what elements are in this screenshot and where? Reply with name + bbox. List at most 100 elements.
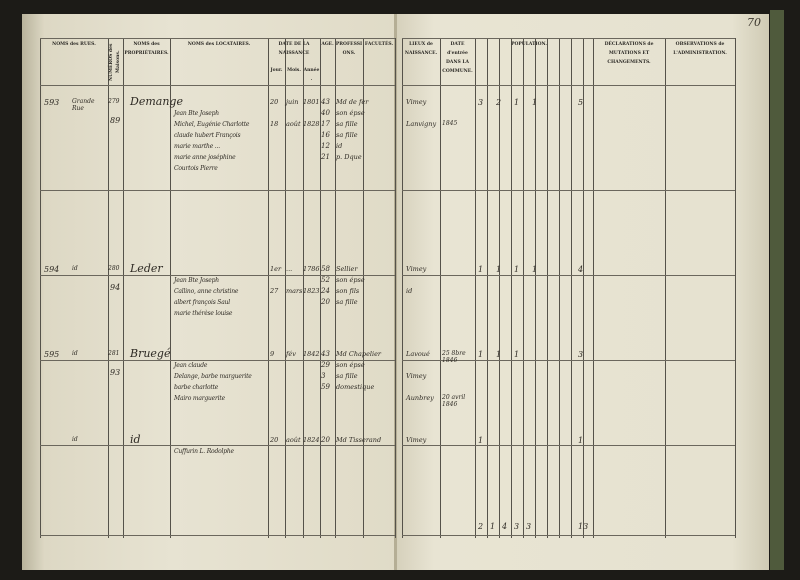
birthplace: Vimey [406, 372, 427, 380]
population-total: 1 [578, 436, 584, 445]
tenant-name: marie anne joséphine [174, 154, 236, 161]
birth-year: 1801 [303, 98, 320, 106]
house-number: 281 [108, 350, 120, 357]
column-header: FACULTÉS. [364, 42, 394, 47]
population-total: 3 [578, 350, 584, 359]
age: 43 [321, 98, 330, 106]
street-name: Grande Rue [72, 98, 95, 112]
profession: id [336, 142, 343, 150]
tenant-name: Cuffurin L. Rodolphe [174, 448, 234, 455]
column-header: Jour. [270, 68, 283, 73]
column-total: 2 [478, 522, 484, 531]
profession: son épse [336, 109, 365, 117]
column-rule [499, 38, 500, 538]
age: 43 [321, 350, 330, 358]
owner-name: Bruegé [130, 347, 171, 360]
column-total: 3 [514, 522, 520, 531]
birth-month: mars [286, 287, 303, 295]
column-total: 4 [502, 522, 508, 531]
column-header: Année. [303, 68, 320, 82]
column-rule [395, 38, 396, 538]
birthplace: Vimey [406, 436, 427, 444]
column-total: 3 [526, 522, 532, 531]
population-count: 1 [496, 350, 502, 359]
tenant-name: claude hubert François [174, 132, 241, 139]
population-count: 1 [478, 350, 484, 359]
tenant-name: Courtois Pierre [174, 165, 218, 172]
column-rule [402, 38, 403, 538]
row-rule [40, 85, 395, 86]
column-rule [487, 38, 488, 538]
column-header: NOMS des LOCATAIRES. [187, 42, 251, 47]
house-number-secondary: 93 [110, 368, 121, 377]
age: 16 [321, 131, 330, 139]
column-header: LIEUX de NAISSANCE. [404, 42, 438, 56]
tenant-name: Jean Bte Joseph [174, 277, 219, 284]
column-total: 1 [490, 522, 496, 531]
birth-month: août [286, 120, 301, 128]
profession: sa fille [336, 120, 358, 128]
birth-year: 1786 [303, 265, 320, 273]
population-total: 5 [578, 98, 584, 107]
age: 20 [321, 436, 330, 444]
birth-day: 27 [270, 287, 279, 295]
column-header: PROFESSIONS. [335, 42, 363, 56]
row-rule [40, 275, 395, 276]
column-rule [523, 38, 524, 538]
owner-name: id [130, 433, 141, 446]
column-header: OBSERVATIONS de L'ADMINISTRATION. [673, 42, 727, 56]
column-rule [583, 38, 584, 538]
column-header: DATE d'entrée DANS LA COMMUNE. [442, 42, 473, 74]
tenant-name: Callino, anne christine [174, 288, 239, 295]
age: 3 [321, 372, 326, 380]
entry-date: 25 8bre 1846 [442, 350, 466, 364]
population-total: 4 [578, 265, 584, 274]
profession: sa fille [336, 372, 358, 380]
column-rule [303, 38, 304, 538]
birth-month: août [286, 436, 301, 444]
column-rule [320, 38, 321, 538]
age: 52 [321, 276, 330, 284]
house-number-secondary: 89 [110, 116, 121, 125]
column-header: NOMS des PROPRIÉTAIRES. [124, 42, 169, 56]
column-rule [559, 38, 560, 538]
column-rule [363, 38, 364, 538]
profession: domestique [336, 383, 375, 391]
column-rule [268, 38, 269, 538]
age: 21 [321, 153, 330, 161]
entry-number: 594 [44, 265, 60, 274]
column-rule [593, 38, 594, 538]
birthplace: Aunbrey [406, 394, 434, 402]
column-header: NUMÉROS des Maisons. [109, 43, 121, 81]
tenant-name: Delange, barbe marguerite [174, 373, 252, 380]
tenant-name: marie thérèse louise [174, 310, 233, 317]
birth-month: juin [286, 98, 299, 106]
column-rule [108, 38, 109, 538]
column-header: NOMS des RUES. [52, 42, 96, 47]
birth-year: 1823 [303, 287, 320, 295]
age: 58 [321, 265, 330, 273]
row-rule [40, 360, 395, 361]
entry-date: 20 avril 1846 [442, 394, 466, 408]
population-count: 1 [478, 265, 484, 274]
birth-day: 20 [270, 98, 279, 106]
birth-day: 1er [270, 265, 282, 273]
population-count: 1 [532, 98, 538, 107]
owner-name: Leder [130, 262, 163, 275]
birth-year: 1824 [303, 436, 320, 444]
population-count: 1 [532, 265, 538, 274]
profession: son fils [336, 287, 360, 295]
street-name: id [72, 436, 78, 443]
birthplace: id [406, 287, 413, 295]
profession: Md Chapelier [336, 350, 382, 358]
owner-name: Demange [130, 95, 183, 108]
street-name: id [72, 265, 78, 272]
birth-year: 1842 [303, 350, 320, 358]
row-rule [40, 38, 395, 39]
grand-total: 13 [578, 522, 589, 531]
left-page [22, 14, 397, 570]
row-rule [402, 445, 735, 446]
population-count: 1 [514, 350, 520, 359]
population-count: 1 [514, 265, 520, 274]
profession: son épse [336, 276, 365, 284]
